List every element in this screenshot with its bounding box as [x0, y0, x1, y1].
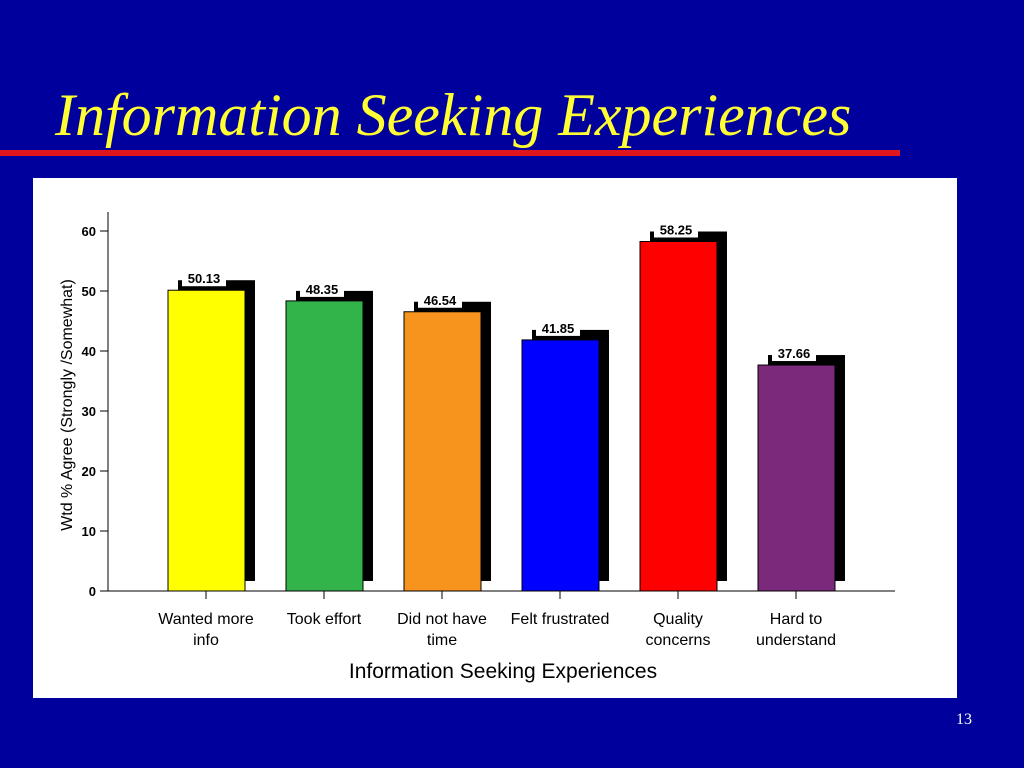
- bar: [403, 311, 482, 592]
- x-tick-label-box: Quality concerns: [645, 611, 711, 649]
- value-label-bg: [654, 222, 698, 238]
- value-label-bg: [772, 346, 816, 362]
- x-tick-label-box: Took effort: [286, 611, 362, 628]
- page-number: 13: [956, 711, 972, 728]
- y-tick-label: 20: [82, 464, 96, 479]
- y-tick-label: 0: [89, 584, 96, 599]
- bar: [639, 241, 718, 592]
- x-tick-label-box: Felt frustrated: [510, 611, 610, 628]
- x-axis-label: Information Seeking Experiences: [349, 660, 657, 683]
- x-tick-label: Felt frustrated: [510, 611, 610, 628]
- x-tick-label-box: Did not have time: [397, 611, 487, 649]
- title-underline: [0, 150, 900, 156]
- y-tick-label: 10: [82, 524, 96, 539]
- bar: [167, 289, 246, 592]
- value-label-bg: [182, 271, 226, 287]
- x-tick-label-box: Hard to understand: [755, 611, 837, 649]
- value-label-bg: [536, 320, 580, 336]
- slide-title: Information Seeking Experiences: [54, 82, 851, 148]
- bar: [757, 364, 836, 592]
- bar: [521, 339, 600, 592]
- value-label: 37.66: [778, 346, 811, 361]
- x-tick-label: Hard to understand: [755, 611, 837, 649]
- y-tick-label: 40: [82, 344, 96, 359]
- x-tick-label: Took effort: [286, 611, 362, 628]
- y-tick-label: 60: [82, 224, 96, 239]
- value-label-bg: [300, 281, 344, 297]
- value-label: 41.85: [542, 321, 575, 336]
- value-label: 58.25: [660, 223, 693, 238]
- bar: [285, 300, 364, 592]
- x-tick-label: Wanted more info: [158, 611, 254, 649]
- value-label-bg: [418, 292, 462, 308]
- y-axis-label: Wtd % Agree (Strongly /Somewhat): [59, 279, 76, 531]
- y-tick-label: 30: [82, 404, 96, 419]
- x-tick-label: Quality concerns: [645, 611, 711, 649]
- x-tick-label: Did not have time: [397, 611, 487, 649]
- value-label: 48.35: [306, 282, 339, 297]
- y-tick-label: 50: [82, 284, 96, 299]
- x-tick-label-box: Wanted more info: [158, 611, 254, 649]
- value-label: 50.13: [188, 271, 221, 286]
- value-label: 46.54: [424, 293, 457, 308]
